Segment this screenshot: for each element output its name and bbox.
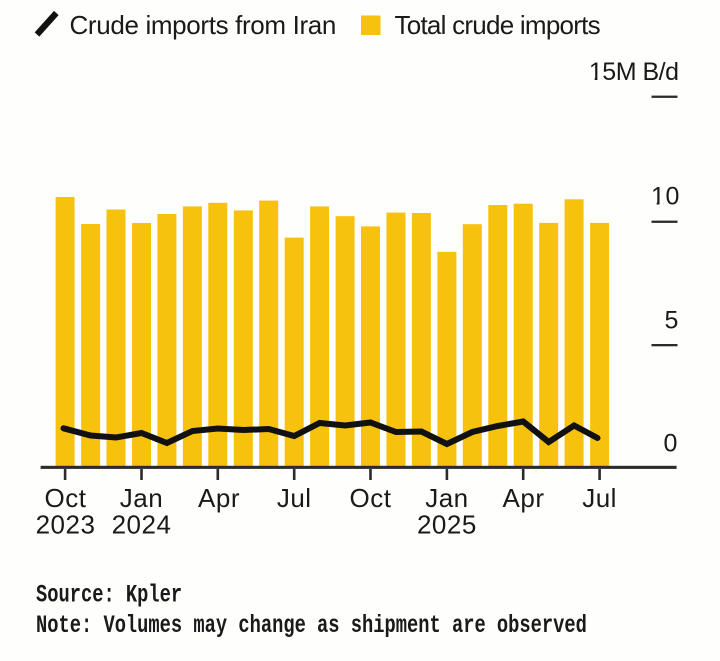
svg-text:Jul: Jul <box>582 483 617 513</box>
svg-text:Oct: Oct <box>350 483 392 513</box>
svg-text:2025: 2025 <box>417 510 477 540</box>
svg-text:Jan: Jan <box>425 483 468 513</box>
svg-text:Crude imports from Iran: Crude imports from Iran <box>70 10 336 40</box>
svg-text:Source: Kpler: Source: Kpler <box>36 581 182 609</box>
svg-text:2023: 2023 <box>36 510 96 540</box>
svg-text:10: 10 <box>651 183 680 211</box>
svg-text:Note: Volumes may change as sh: Note: Volumes may change as shipment are… <box>36 612 587 640</box>
svg-text:5: 5 <box>664 307 679 335</box>
svg-text:0: 0 <box>663 430 678 458</box>
svg-text:Apr: Apr <box>503 483 545 513</box>
svg-text:Total crude imports: Total crude imports <box>395 10 601 40</box>
svg-text:Apr: Apr <box>198 483 240 513</box>
svg-text:Oct: Oct <box>45 483 87 513</box>
svg-text:15M B/d: 15M B/d <box>589 58 679 86</box>
svg-text:Jan: Jan <box>120 483 163 513</box>
svg-text:Jul: Jul <box>277 483 312 513</box>
svg-text:2024: 2024 <box>112 510 172 540</box>
